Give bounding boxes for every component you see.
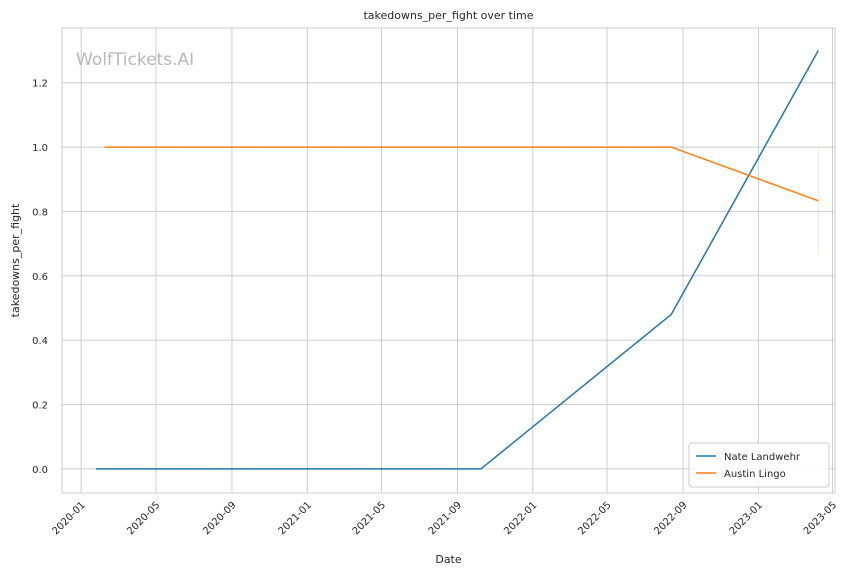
watermark-text: WolfTickets.AI bbox=[76, 50, 194, 70]
x-axis-label: Date bbox=[435, 553, 462, 566]
y-tick-label: 0.4 bbox=[32, 336, 48, 347]
plot-frame bbox=[61, 27, 836, 494]
y-tick-label: 0.2 bbox=[32, 401, 48, 412]
chart-title: takedowns_per_fight over time bbox=[363, 9, 533, 22]
series-line-austin-lingo bbox=[104, 146, 819, 202]
y-tick-label: 1.2 bbox=[32, 79, 48, 90]
y-tick-label: 0.8 bbox=[32, 207, 48, 218]
legend: Nate Landwehr Austin Lingo bbox=[688, 442, 830, 488]
y-axis-label: takedowns_per_fight bbox=[9, 203, 22, 317]
series-layer bbox=[96, 50, 819, 470]
series-line-nate-landwehr bbox=[96, 50, 819, 470]
legend-label: Nate Landwehr bbox=[724, 452, 801, 463]
legend-label: Austin Lingo bbox=[724, 469, 786, 480]
y-tick-label: 0.6 bbox=[32, 272, 48, 283]
y-tick-labels: 0.0 0.2 0.4 0.6 0.8 1.0 1.2 bbox=[32, 79, 48, 476]
y-tick-label: 1.0 bbox=[32, 143, 48, 154]
legend-box bbox=[688, 442, 830, 488]
y-tick-label: 0.0 bbox=[32, 465, 48, 476]
